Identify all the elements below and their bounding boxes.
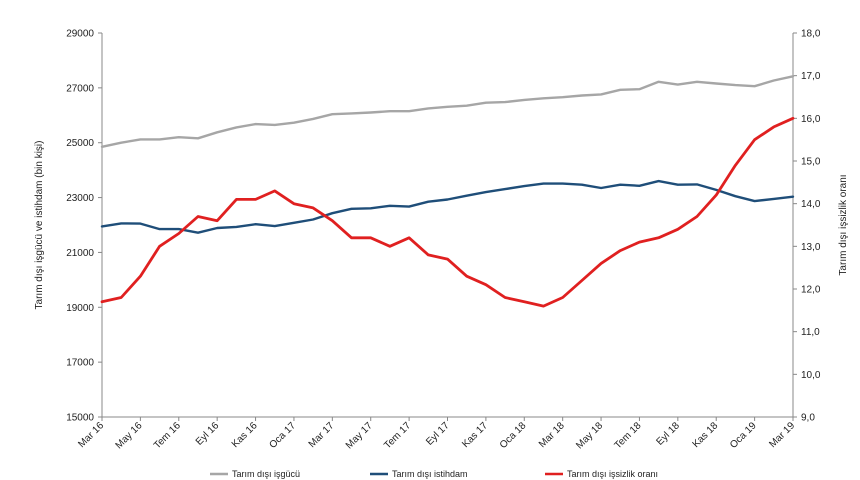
x-tick-label: May 17: [344, 420, 375, 451]
x-tick-label: Mar 18: [537, 420, 567, 450]
right-axis-title: Tarım dışı işsizlik oranı: [838, 174, 849, 275]
right-tick-label: 12,0: [801, 285, 821, 296]
left-y-ticks: 15000 17000 19000 21000 23000 25000 27000 29000: [66, 29, 102, 424]
right-tick-label: 16,0: [801, 114, 821, 125]
x-tick-label: May 18: [574, 420, 605, 451]
right-tick-label: 18,0: [801, 29, 821, 40]
right-tick-label: 15,0: [801, 157, 821, 168]
right-tick-label: 17,0: [801, 71, 821, 82]
right-tick-label: 14,0: [801, 199, 821, 210]
right-tick-label: 10,0: [801, 370, 821, 381]
series-line-tar-m-d-i-sizlik-oran-: [100, 116, 795, 308]
right-tick-label: 13,0: [801, 242, 821, 253]
legend: Tarım dışı işgücü Tarım dışı istihdam Tarı…: [210, 469, 658, 479]
left-tick-label: 19000: [66, 303, 94, 314]
x-tick-label: Tem 17: [382, 420, 413, 451]
x-tick-label: Eyl 17: [424, 420, 452, 448]
right-y-ticks: 9,0 10,0 11,0 12,0 13,0 14,0 15,0 16,0 17,0 18,0: [793, 29, 821, 424]
axes: [101, 33, 794, 418]
x-tick-label: Oca 17: [267, 420, 298, 451]
series-lines: [100, 75, 795, 308]
x-tick-label: Kas 18: [691, 420, 721, 450]
left-tick-label: 21000: [66, 248, 94, 259]
legend-label: Tarım dışı işsizlik oranı: [567, 469, 658, 479]
left-tick-label: 15000: [66, 413, 94, 424]
series-line-tar-m-d-istihdam: [100, 179, 795, 234]
x-tick-label: Eyl 18: [655, 420, 683, 448]
x-tick-label: Tem 16: [152, 420, 183, 451]
x-tick-label: Mar 19: [767, 420, 797, 450]
right-tick-label: 9,0: [801, 413, 815, 424]
legend-label: Tarım dışı işgücü: [232, 469, 300, 479]
x-tick-label: Kas 16: [230, 420, 260, 450]
legend-label: Tarım dışı istihdam: [392, 469, 468, 479]
right-tick-label: 11,0: [801, 327, 820, 338]
x-tick-label: May 16: [114, 420, 145, 451]
left-tick-label: 17000: [66, 358, 94, 369]
x-tick-label: Tem 18: [613, 420, 644, 451]
x-tick-label: Kas 17: [460, 420, 490, 450]
x-tick-label: Mar 16: [76, 420, 106, 450]
left-tick-label: 27000: [66, 83, 94, 94]
x-tick-label: Eyl 16: [194, 420, 222, 448]
left-tick-label: 23000: [66, 193, 94, 204]
left-axis-title: Tarım dışı işgücü ve istihdam (bin kişi): [34, 141, 45, 310]
x-tick-label: Mar 17: [307, 420, 337, 450]
series-line-tar-m-d-i-g-c-: [100, 75, 795, 149]
x-ticks: Mar 16 May 16 Tem 16 Eyl 16 Kas 16 Oca 17 Mar …: [76, 417, 797, 451]
left-tick-label: 29000: [66, 29, 94, 40]
x-tick-label: Oca 18: [498, 420, 529, 451]
left-tick-label: 25000: [66, 138, 94, 149]
x-tick-label: Oca 19: [728, 420, 759, 451]
